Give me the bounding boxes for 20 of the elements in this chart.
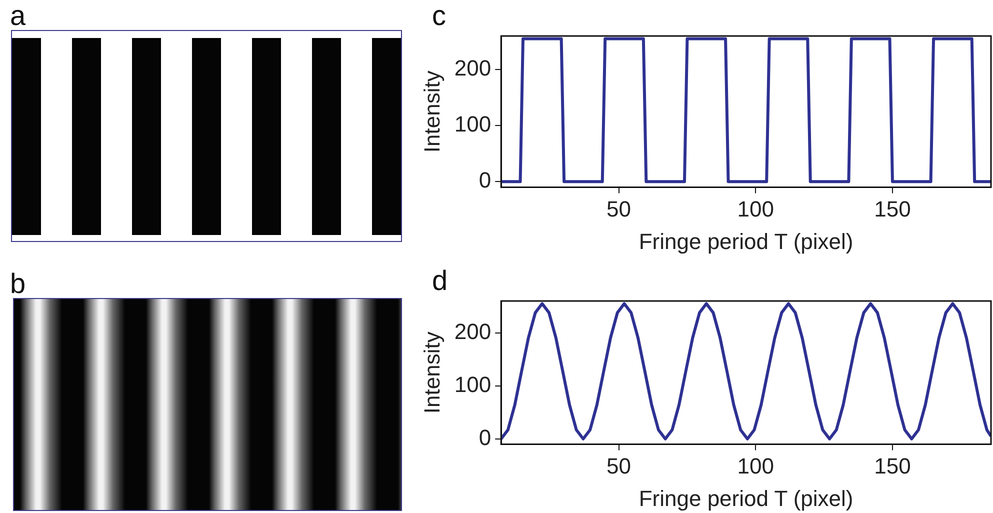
y-tick-label: 100 bbox=[454, 372, 492, 397]
x-tick-label: 50 bbox=[606, 196, 632, 222]
y-tick-label: 200 bbox=[454, 318, 492, 344]
chart-title: d bbox=[432, 265, 448, 296]
x-tick-label: 150 bbox=[874, 196, 911, 222]
y-tick-label: 0 bbox=[478, 168, 492, 193]
y-axis-title: Intensity bbox=[419, 70, 444, 153]
x-tick-label: 150 bbox=[874, 453, 911, 478]
y-axis-title: Intensity bbox=[419, 332, 444, 414]
text: b bbox=[10, 268, 26, 299]
x-axis-title: Fringe period T (pixel) bbox=[638, 486, 854, 511]
text: a bbox=[10, 0, 26, 31]
y-tick-label: 200 bbox=[454, 56, 492, 81]
x-axis-title: Fringe period T (pixel) bbox=[638, 228, 854, 254]
x-tick-label: 100 bbox=[737, 453, 774, 478]
y-tick-label: 100 bbox=[454, 112, 492, 137]
y-tick-label: 0 bbox=[478, 424, 492, 450]
chart-title: c bbox=[432, 0, 446, 31]
x-tick-label: 50 bbox=[606, 453, 632, 478]
x-tick-label: 100 bbox=[737, 196, 774, 222]
